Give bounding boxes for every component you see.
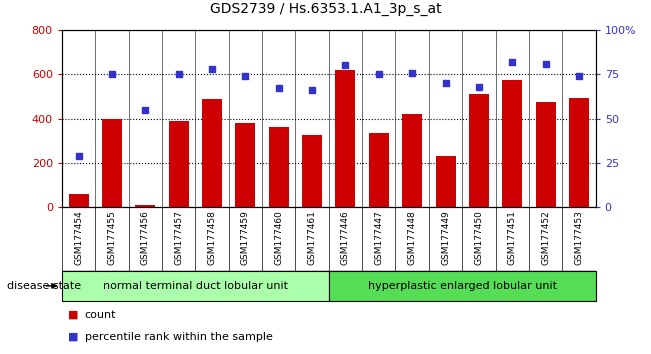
Bar [329, 271, 596, 301]
Point [107, 72, 117, 77]
Text: GSM177457: GSM177457 [174, 210, 183, 265]
Text: GSM177452: GSM177452 [541, 210, 550, 265]
Text: GSM177447: GSM177447 [374, 210, 383, 265]
Bar [335, 70, 355, 207]
Bar [62, 271, 329, 301]
Bar [302, 135, 322, 207]
Text: percentile rank within the sample: percentile rank within the sample [85, 332, 273, 342]
Text: GSM177453: GSM177453 [574, 210, 583, 265]
Bar [536, 102, 556, 207]
Bar [503, 80, 522, 207]
Point [507, 59, 518, 65]
Point [407, 70, 417, 75]
Bar [436, 156, 456, 207]
Text: GSM177451: GSM177451 [508, 210, 517, 265]
Bar [402, 114, 422, 207]
Text: normal terminal duct lobular unit: normal terminal duct lobular unit [103, 281, 288, 291]
Point [540, 61, 551, 67]
Point [307, 87, 317, 93]
Point [140, 107, 150, 113]
Text: GSM177448: GSM177448 [408, 210, 417, 265]
Point [74, 153, 84, 159]
Text: GSM177446: GSM177446 [341, 210, 350, 265]
Point [240, 73, 251, 79]
Bar [102, 119, 122, 207]
Point [440, 80, 450, 86]
Bar [169, 121, 189, 207]
Text: ■: ■ [68, 310, 79, 320]
Text: GSM177456: GSM177456 [141, 210, 150, 265]
Bar [369, 133, 389, 207]
Text: GSM177459: GSM177459 [241, 210, 250, 265]
Bar [135, 205, 155, 207]
Bar [202, 99, 222, 207]
Point [207, 66, 217, 72]
Bar [236, 123, 255, 207]
Point [173, 72, 184, 77]
Text: GSM177455: GSM177455 [107, 210, 117, 265]
Text: GSM177460: GSM177460 [274, 210, 283, 265]
Bar [569, 98, 589, 207]
Text: GSM177449: GSM177449 [441, 210, 450, 265]
Bar [269, 127, 289, 207]
Point [273, 86, 284, 91]
Text: GSM177450: GSM177450 [475, 210, 484, 265]
Text: GSM177454: GSM177454 [74, 210, 83, 265]
Point [574, 73, 584, 79]
Text: disease state: disease state [7, 281, 81, 291]
Point [374, 72, 384, 77]
Text: hyperplastic enlarged lobular unit: hyperplastic enlarged lobular unit [368, 281, 557, 291]
Text: ■: ■ [68, 332, 79, 342]
Bar [68, 194, 89, 207]
Text: GSM177458: GSM177458 [208, 210, 217, 265]
Text: GSM177461: GSM177461 [307, 210, 316, 265]
Bar [469, 94, 489, 207]
Text: count: count [85, 310, 116, 320]
Point [474, 84, 484, 90]
Point [340, 63, 351, 68]
Text: GDS2739 / Hs.6353.1.A1_3p_s_at: GDS2739 / Hs.6353.1.A1_3p_s_at [210, 2, 441, 16]
